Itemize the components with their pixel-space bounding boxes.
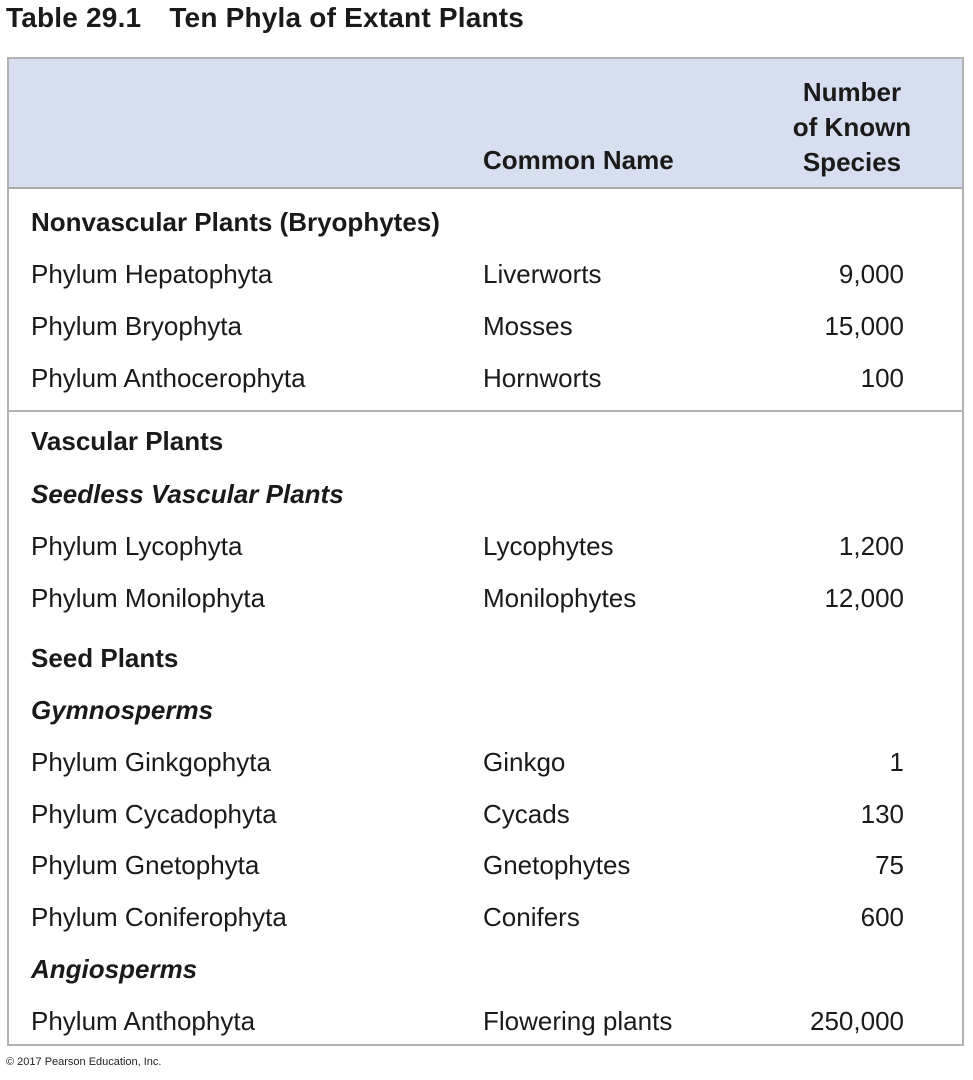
row-common-name: Cycads [483, 799, 570, 829]
section-divider [9, 410, 962, 412]
table-title: Table 29.1 Ten Phyla of Extant Plants [6, 2, 524, 34]
table-row: Phylum Lycophyta Lycophytes 1,200 [9, 531, 962, 571]
table-row: Phylum Cycadophyta Cycads 130 [9, 799, 962, 839]
row-species-count: 100 [860, 363, 904, 393]
row-name: Phylum Bryophyta [31, 311, 242, 341]
row-name: Phylum Coniferophyta [31, 902, 287, 932]
row-name: Angiosperms [31, 954, 198, 984]
header-species-line: Species [802, 147, 902, 177]
row-species-count: 1 [889, 747, 904, 777]
header-species-line: Number [802, 77, 902, 107]
row-common-name: Liverworts [483, 259, 602, 289]
header-species-line: of Known [792, 112, 912, 142]
table-row: Phylum Anthocerophyta Hornworts 100 [9, 363, 962, 403]
row-common-name: Flowering plants [483, 1006, 673, 1036]
table-row: Seedless Vascular Plants [9, 479, 962, 519]
row-species-count: 15,000 [824, 311, 904, 341]
row-species-count: 130 [860, 799, 904, 829]
row-name: Seed Plants [31, 643, 179, 673]
row-name: Phylum Monilophyta [31, 583, 266, 613]
row-name: Phylum Cycadophyta [31, 799, 277, 829]
table-number: Table 29.1 [6, 2, 142, 33]
row-species-count: 12,000 [824, 583, 904, 613]
row-common-name: Lycophytes [483, 531, 614, 561]
copyright-notice: © 2017 Pearson Education, Inc. [6, 1056, 162, 1068]
row-species-count: 600 [860, 902, 904, 932]
row-common-name: Mosses [483, 311, 573, 341]
table-row: Phylum Coniferophyta Conifers 600 [9, 902, 962, 942]
row-common-name: Monilophytes [483, 583, 637, 613]
table-frame: Common Name Number of Known Species Nonv… [7, 57, 964, 1046]
table-row: Nonvascular Plants (Bryophytes) [9, 207, 962, 247]
row-name: Phylum Lycophyta [31, 531, 243, 561]
table-row: Angiosperms [9, 954, 962, 994]
row-common-name: Hornworts [483, 363, 602, 393]
row-name: Phylum Hepatophyta [31, 259, 273, 289]
row-species-count: 250,000 [810, 1006, 904, 1036]
table-row: Phylum Ginkgophyta Ginkgo 1 [9, 747, 962, 787]
table-header: Common Name Number of Known Species [9, 59, 962, 189]
row-name: Vascular Plants [31, 426, 224, 456]
row-name: Gymnosperms [31, 695, 214, 725]
row-common-name: Gnetophytes [483, 850, 631, 880]
table-row: Gymnosperms [9, 695, 962, 735]
row-name: Nonvascular Plants (Bryophytes) [31, 207, 440, 237]
row-name: Phylum Anthophyta [31, 1006, 256, 1036]
table-row: Phylum Hepatophyta Liverworts 9,000 [9, 259, 962, 299]
row-species-count: 1,200 [838, 531, 904, 561]
table-row: Phylum Gnetophyta Gnetophytes 75 [9, 850, 962, 890]
row-common-name: Conifers [483, 902, 580, 932]
row-species-count: 75 [875, 850, 904, 880]
header-known-species: Number of Known Species [777, 75, 927, 180]
header-common-name: Common Name [483, 145, 674, 175]
row-species-count: 9,000 [838, 259, 904, 289]
row-name: Phylum Gnetophyta [31, 850, 260, 880]
table-row: Seed Plants [9, 643, 962, 683]
table-row: Phylum Bryophyta Mosses 15,000 [9, 311, 962, 351]
table-row: Vascular Plants [9, 426, 962, 466]
row-name: Seedless Vascular Plants [31, 479, 344, 509]
row-common-name: Ginkgo [483, 747, 566, 777]
row-name: Phylum Ginkgophyta [31, 747, 271, 777]
table-title-text: Ten Phyla of Extant Plants [169, 2, 525, 33]
table-row: Phylum Anthophyta Flowering plants 250,0… [9, 1006, 962, 1046]
row-name: Phylum Anthocerophyta [31, 363, 306, 393]
table-row: Phylum Monilophyta Monilophytes 12,000 [9, 583, 962, 623]
